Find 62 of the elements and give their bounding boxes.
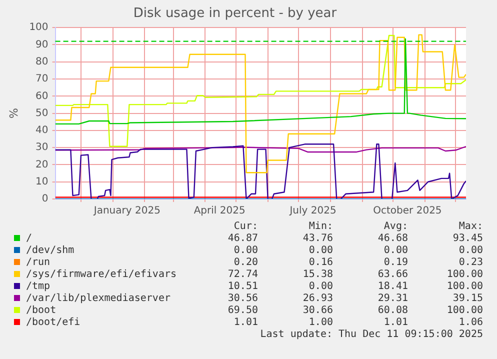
text: Last update: Thu Dec 11 09:15:00 2025	[260, 329, 483, 340]
text: 0.00	[232, 245, 258, 256]
text: 15.38	[302, 269, 333, 280]
y-tick-label: 20	[36, 159, 48, 170]
text: 46.87	[226, 233, 258, 244]
text: 93.45	[452, 233, 483, 244]
y-tick-label: 60	[36, 90, 48, 102]
text: 10.51	[226, 281, 258, 292]
y-tick-label: 70	[36, 74, 48, 85]
text: 0.00	[308, 281, 333, 292]
text: 46.68	[378, 233, 408, 244]
text: 1.00	[308, 317, 333, 328]
y-tick-label: 0	[42, 194, 48, 205]
text: 0.20	[232, 257, 258, 268]
y-tick-label: 100	[29, 22, 48, 34]
text: 63.66	[378, 269, 408, 280]
text: 0.23	[458, 257, 483, 268]
text: Min:	[308, 221, 333, 232]
x-tick-label: July 2025	[288, 206, 336, 217]
text: 60.08	[378, 305, 408, 316]
text: 1.01	[232, 317, 258, 328]
legend-label: /dev/shm	[26, 245, 74, 256]
y-tick-label: 90	[36, 39, 48, 50]
legend-label: /boot	[26, 305, 56, 316]
text: 0.19	[384, 257, 408, 268]
text: 29.31	[378, 293, 408, 304]
text: Cur:	[232, 221, 258, 232]
text: 39.15	[452, 293, 483, 304]
text: 100.00	[446, 269, 483, 280]
legend-label: /run	[26, 257, 50, 268]
text: 0.00	[384, 245, 408, 256]
text: 0.00	[308, 245, 333, 256]
x-tick-label: October 2025	[373, 206, 442, 217]
text: 1.01	[384, 317, 408, 328]
y-tick-label: 30	[36, 142, 48, 154]
text: 100.00	[446, 281, 483, 292]
y-axis-title: %	[7, 108, 20, 119]
text: 1.06	[458, 317, 483, 328]
y-tick-label: 40	[36, 125, 48, 136]
text: 43.76	[302, 233, 333, 244]
y-tick-label: 80	[36, 56, 48, 68]
text: Max:	[458, 221, 483, 232]
legend-label: /tmp	[26, 281, 50, 292]
text: 30.56	[226, 293, 258, 304]
text: 18.41	[378, 281, 408, 292]
legend-label: /boot/efi	[26, 317, 80, 328]
text: 69.50	[226, 305, 258, 316]
legend-label: /sys/firmware/efi/efivars	[26, 269, 177, 280]
text: Avg:	[384, 221, 408, 232]
text: 26.93	[302, 293, 333, 304]
legend-label: /var/lib/plexmediaserver	[26, 293, 170, 304]
text: 30.66	[302, 305, 333, 316]
chart-title: Disk usage in percent - by year	[133, 6, 338, 22]
x-tick-label: January 2025	[92, 206, 160, 217]
text: 0.16	[308, 257, 333, 268]
text: 72.74	[226, 269, 258, 280]
legend-label: /	[26, 233, 32, 244]
text: 100.00	[446, 305, 483, 316]
y-tick-label: 50	[36, 108, 48, 119]
x-tick-label: April 2025	[194, 206, 246, 217]
text: 0.00	[458, 245, 483, 256]
y-tick-label: 10	[36, 176, 48, 188]
